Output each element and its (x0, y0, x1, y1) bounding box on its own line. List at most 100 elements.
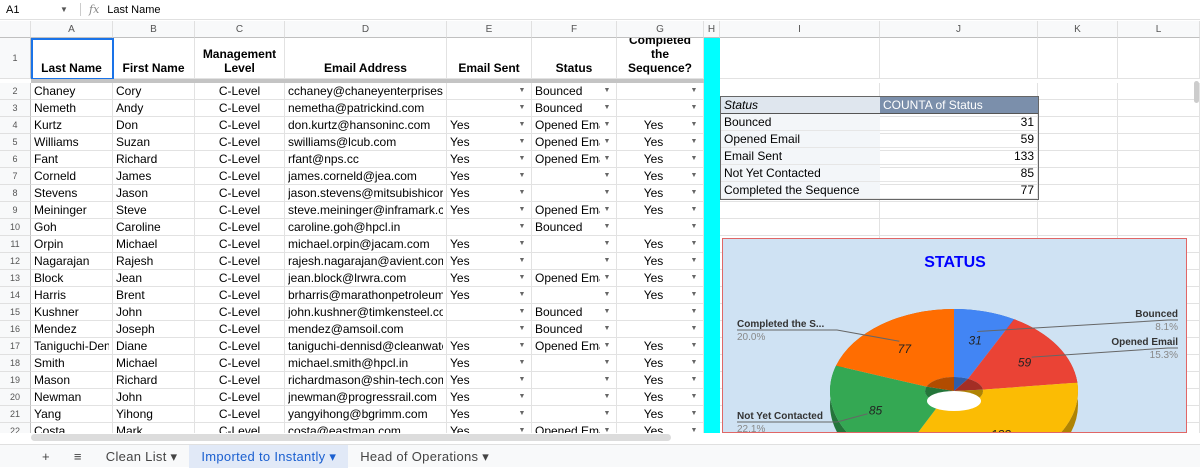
tab-head-of-operations[interactable]: Head of Operations ▾ (360, 448, 490, 464)
dropdown-arrow-icon[interactable]: ▼ (518, 427, 526, 433)
row-header[interactable]: 1 (0, 38, 31, 79)
completed-sequence-cell[interactable]: Yes ▼ (617, 117, 704, 134)
dropdown-arrow-icon[interactable]: ▼ (690, 257, 698, 264)
dropdown-arrow-icon[interactable]: ▼ (690, 376, 698, 383)
column-header-H[interactable]: H (704, 21, 720, 38)
name-box[interactable]: A1 (6, 3, 20, 16)
completed-sequence-cell[interactable]: ▼ (617, 304, 704, 321)
dropdown-arrow-icon[interactable]: ▼ (603, 172, 611, 179)
empty-cell[interactable] (880, 38, 1038, 79)
row-header[interactable]: 19 (0, 372, 31, 389)
empty-cell[interactable] (880, 185, 1038, 202)
dropdown-arrow-icon[interactable]: ▼ (603, 342, 611, 349)
email-sent-cell[interactable]: Yes ▼ (447, 423, 532, 433)
dropdown-arrow-icon[interactable]: ▼ (690, 410, 698, 417)
email-sent-cell[interactable]: Yes ▼ (447, 270, 532, 287)
formula-input[interactable]: Last Name (107, 3, 161, 16)
tab-imported-to-instantly[interactable]: Imported to Instantly ▾ (189, 444, 349, 468)
column-header-K[interactable]: K (1038, 21, 1118, 38)
horizontal-scrollbar[interactable] (31, 434, 671, 441)
completed-sequence-cell[interactable]: Yes ▼ (617, 287, 704, 304)
completed-sequence-cell[interactable]: ▼ (617, 321, 704, 338)
dropdown-arrow-icon[interactable]: ▼ (518, 325, 526, 332)
dropdown-arrow-icon[interactable]: ▼ (690, 393, 698, 400)
status-cell[interactable]: ▼ (532, 406, 617, 423)
email-sent-cell[interactable]: Yes ▼ (447, 406, 532, 423)
completed-sequence-cell[interactable]: Yes ▼ (617, 151, 704, 168)
row-header[interactable]: 21 (0, 406, 31, 423)
completed-sequence-cell[interactable]: Yes ▼ (617, 270, 704, 287)
row-header[interactable]: 12 (0, 253, 31, 270)
email-sent-cell[interactable]: ▼ (447, 321, 532, 338)
dropdown-arrow-icon[interactable]: ▼ (603, 274, 611, 281)
completed-sequence-cell[interactable]: Yes ▼ (617, 134, 704, 151)
row-header[interactable]: 2 (0, 83, 31, 100)
dropdown-arrow-icon[interactable]: ▼ (690, 155, 698, 162)
status-cell[interactable]: Opened Email▼ (532, 423, 617, 433)
header-cell[interactable]: Completed the Sequence? (617, 38, 704, 79)
add-sheet-button[interactable]: + (42, 448, 50, 464)
dropdown-arrow-icon[interactable]: ▼ (690, 274, 698, 281)
empty-cell[interactable] (1038, 83, 1118, 100)
email-sent-cell[interactable]: Yes ▼ (447, 338, 532, 355)
dropdown-arrow-icon[interactable]: ▼ (603, 325, 611, 332)
empty-cell[interactable] (1118, 100, 1200, 117)
column-header-E[interactable]: E (447, 21, 532, 38)
dropdown-arrow-icon[interactable]: ▼ (518, 359, 526, 366)
column-header-F[interactable]: F (532, 21, 617, 38)
dropdown-arrow-icon[interactable]: ▼ (690, 172, 698, 179)
dropdown-arrow-icon[interactable]: ▼ (518, 240, 526, 247)
dropdown-arrow-icon[interactable]: ▼ (518, 87, 526, 94)
dropdown-arrow-icon[interactable]: ▼ (518, 172, 526, 179)
tab-clean-list[interactable]: Clean List ▾ (105, 448, 178, 464)
header-cell[interactable]: Status (532, 38, 617, 79)
dropdown-arrow-icon[interactable]: ▼ (518, 376, 526, 383)
email-sent-cell[interactable]: Yes ▼ (447, 185, 532, 202)
row-header[interactable]: 10 (0, 219, 31, 236)
empty-cell[interactable] (880, 151, 1038, 168)
status-cell[interactable]: ▼ (532, 372, 617, 389)
empty-cell[interactable] (1038, 100, 1118, 117)
row-header[interactable]: 7 (0, 168, 31, 185)
frozen-row-divider[interactable] (31, 79, 720, 83)
row-header[interactable]: 3 (0, 100, 31, 117)
corner-select-all[interactable] (0, 21, 31, 38)
dropdown-arrow-icon[interactable]: ▼ (518, 155, 526, 162)
dropdown-arrow-icon[interactable]: ▼ (603, 308, 611, 315)
dropdown-arrow-icon[interactable]: ▼ (518, 138, 526, 145)
empty-cell[interactable] (1118, 185, 1200, 202)
dropdown-arrow-icon[interactable]: ▼ (603, 376, 611, 383)
status-cell[interactable]: ▼ (532, 253, 617, 270)
email-sent-cell[interactable]: ▼ (447, 219, 532, 236)
completed-sequence-cell[interactable]: Yes ▼ (617, 406, 704, 423)
empty-cell[interactable] (1038, 38, 1118, 79)
empty-cell[interactable] (1038, 202, 1118, 219)
dropdown-arrow-icon[interactable]: ▼ (518, 104, 526, 111)
all-sheets-menu-icon[interactable]: ≡ (73, 448, 82, 464)
status-cell[interactable]: Bounced ▼ (532, 83, 617, 100)
status-cell[interactable]: Opened Email▼ (532, 338, 617, 355)
completed-sequence-cell[interactable]: Yes ▼ (617, 236, 704, 253)
column-header-B[interactable]: B (113, 21, 195, 38)
email-sent-cell[interactable]: Yes ▼ (447, 168, 532, 185)
email-sent-cell[interactable]: Yes ▼ (447, 151, 532, 168)
dropdown-arrow-icon[interactable]: ▼ (518, 189, 526, 196)
dropdown-arrow-icon[interactable]: ▼ (603, 223, 611, 230)
row-header[interactable]: 18 (0, 355, 31, 372)
completed-sequence-cell[interactable]: Yes ▼ (617, 389, 704, 406)
row-header[interactable]: 4 (0, 117, 31, 134)
dropdown-arrow-icon[interactable]: ▼ (518, 121, 526, 128)
email-sent-cell[interactable]: Yes ▼ (447, 287, 532, 304)
dropdown-arrow-icon[interactable]: ▼ (603, 104, 611, 111)
chevron-down-icon[interactable]: ▼ (60, 5, 68, 14)
dropdown-arrow-icon[interactable]: ▼ (690, 427, 698, 433)
column-header-C[interactable]: C (195, 21, 285, 38)
empty-cell[interactable] (1038, 117, 1118, 134)
status-cell[interactable]: Bounced ▼ (532, 321, 617, 338)
dropdown-arrow-icon[interactable]: ▼ (518, 342, 526, 349)
dropdown-arrow-icon[interactable]: ▼ (690, 240, 698, 247)
empty-cell[interactable] (880, 168, 1038, 185)
row-header[interactable]: 17 (0, 338, 31, 355)
header-cell[interactable]: Email Address (285, 38, 447, 79)
dropdown-arrow-icon[interactable]: ▼ (518, 206, 526, 213)
